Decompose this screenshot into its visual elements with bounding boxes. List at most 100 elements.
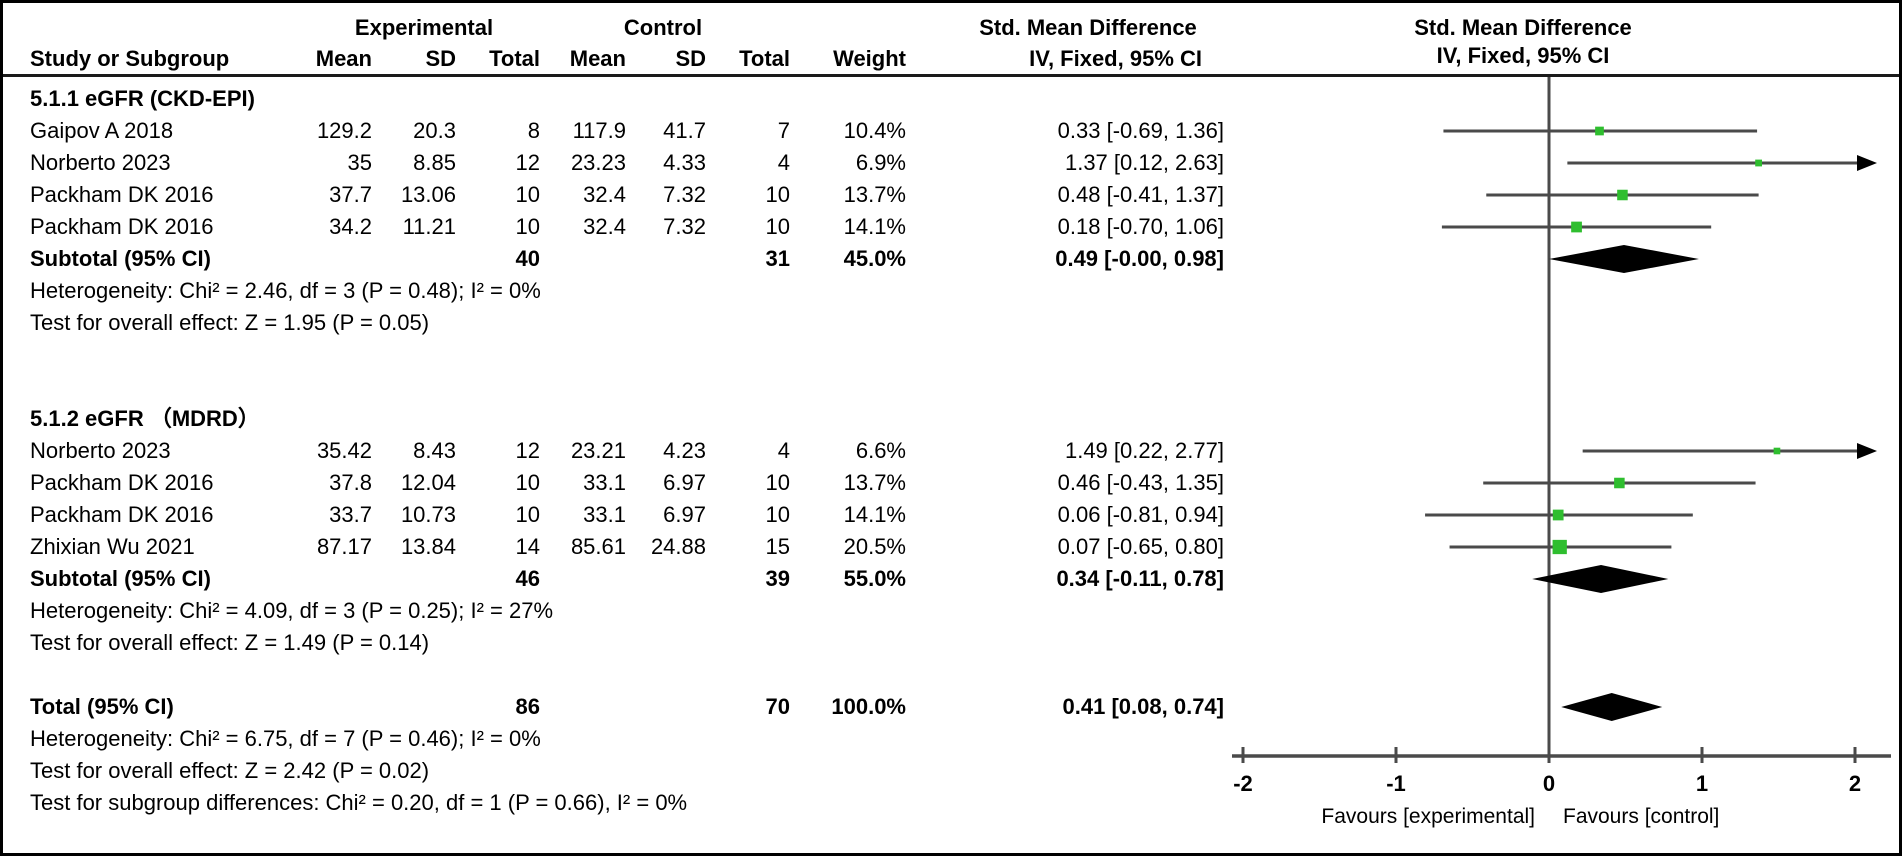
axis-tick-label: -2 [1233,771,1253,796]
mean-ctl: 85.61 [570,534,626,559]
total-smd-ci: 0.41 [0.08, 0.74] [1062,694,1224,719]
total-ctl-header: Total [739,46,790,71]
total-total-exp: 86 [515,694,540,719]
study-point-marker [1773,447,1781,455]
study-point-marker [1617,189,1628,201]
study-name: Zhixian Wu 2021 [30,534,195,559]
smd-ci: 1.49 [0.22, 2.77] [1064,438,1224,463]
arrow-right-icon [1857,443,1877,459]
smd-ci: 0.46 [-0.43, 1.35] [1057,470,1224,495]
subtotal-label: Subtotal (95% CI) [30,246,211,271]
study-name: Packham DK 2016 [30,470,214,495]
total-exp: 10 [515,502,540,527]
subtotal-weight: 45.0% [843,246,906,271]
total-ctl: 10 [765,502,790,527]
sd-exp: 12.04 [400,470,456,495]
mean-ctl: 32.4 [583,214,626,239]
study-point-marker [1552,539,1567,555]
study-point-marker [1552,509,1564,521]
study-name: Gaipov A 2018 [30,118,174,143]
sd-ctl-header: SD [675,46,706,71]
study-name: Packham DK 2016 [30,502,214,527]
study-name: Packham DK 2016 [30,182,214,207]
control-group-header: Control [623,15,703,40]
favours-control-label: Favours [control] [1563,805,1719,828]
study-row: Packham DK 2016 37.8 12.04 10 33.1 6.97 … [30,467,1224,499]
sd-ctl: 7.32 [663,214,706,239]
mean-ctl: 23.23 [570,150,626,175]
study-name: Norberto 2023 [30,150,171,175]
smd-ci: 0.18 [-0.70, 1.06] [1057,214,1224,239]
study-point-marker [1571,221,1582,233]
mean-exp: 129.2 [316,118,372,143]
study-col-header: Study or Subgroup [30,46,230,71]
overall-effect-text: Test for overall effect: Z = 1.49 (P = 0… [30,630,430,655]
mean-ctl: 23.21 [570,438,626,463]
study-name: Packham DK 2016 [30,214,214,239]
study-name: Norberto 2023 [30,438,171,463]
weight: 14.1% [843,502,906,527]
weight: 14.1% [843,214,906,239]
subgroup1-title: 5.1.1 eGFR (CKD-EPI) [30,86,255,111]
smd-column-title: Std. Mean Difference [979,15,1197,40]
study-point-marker [1755,159,1763,167]
total-exp: 12 [515,438,540,463]
subtotal-label: Subtotal (95% CI) [30,566,211,591]
total-exp-header: Total [489,46,540,71]
total-ctl: 10 [765,182,790,207]
mean-exp: 35 [347,150,372,175]
total-exp: 10 [515,182,540,207]
mean-ctl-header: Mean [569,46,626,71]
subtotal-weight: 55.0% [843,566,906,591]
smd-subheader: IV, Fixed, 95% CI [1029,46,1202,71]
smd-ci: 0.06 [-0.81, 0.94] [1057,502,1224,527]
sd-ctl: 4.33 [663,150,706,175]
sd-exp: 13.06 [400,182,456,207]
axis-tick-label: 1 [1696,771,1708,796]
study-point-marker [1614,477,1625,489]
study-point-marker [1595,126,1604,136]
weight: 10.4% [843,118,906,143]
heterogeneity-text: Heterogeneity: Chi² = 2.46, df = 3 (P = … [30,278,541,303]
study-row: Packham DK 2016 37.7 13.06 10 32.4 7.32 … [30,179,1224,211]
total-label: Total (95% CI) [30,694,174,719]
subtotal-smd-ci: 0.49 [-0.00, 0.98] [1055,246,1224,271]
study-row: Zhixian Wu 2021 87.17 13.84 14 85.61 24.… [30,531,1224,563]
subtotal-total-exp: 40 [515,246,540,271]
sd-ctl: 4.23 [663,438,706,463]
header-divider [3,74,1899,77]
total-exp: 10 [515,214,540,239]
overall-effect-text: Test for overall effect: Z = 2.42 (P = 0… [30,758,430,783]
subtotal-total-ctl: 39 [765,566,790,591]
mean-exp: 35.42 [316,438,372,463]
total-weight: 100.0% [831,694,906,719]
mean-exp: 87.17 [316,534,372,559]
total-exp: 12 [515,150,540,175]
mean-exp: 33.7 [329,502,372,527]
smd-ci: 0.07 [-0.65, 0.80] [1057,534,1224,559]
mean-exp: 34.2 [329,214,372,239]
experimental-group-header: Experimental [354,15,494,40]
column-header-row: Study or Subgroup Mean SD Total Mean SD … [30,43,1224,75]
total-ctl: 15 [765,534,790,559]
subgroup2-title: 5.1.2 eGFR （MDRD） [30,406,260,431]
sd-ctl: 6.97 [663,470,706,495]
subgroup-differences-text: Test for subgroup differences: Chi² = 0.… [30,790,688,815]
sd-exp: 20.3 [413,118,456,143]
arrow-right-icon [1857,155,1877,171]
mean-ctl: 32.4 [583,182,626,207]
subtotal-row: Subtotal (95% CI) 46 39 55.0% 0.34 [-0.1… [30,563,1224,595]
axis-tick-label: 2 [1849,771,1861,796]
weight-header: Weight [833,46,906,71]
subtotal-smd-ci: 0.34 [-0.11, 0.78] [1056,566,1224,591]
weight: 6.6% [855,438,906,463]
sd-exp: 8.43 [413,438,456,463]
pooled-diamond [1532,565,1669,593]
mean-ctl: 33.1 [583,502,626,527]
sd-ctl: 7.32 [663,182,706,207]
study-row: Gaipov A 2018 129.2 20.3 8 117.9 41.7 7 … [30,115,1224,147]
weight: 20.5% [843,534,906,559]
mean-ctl: 33.1 [583,470,626,495]
study-row: Norberto 2023 35.42 8.43 12 23.21 4.23 4… [30,435,1224,467]
